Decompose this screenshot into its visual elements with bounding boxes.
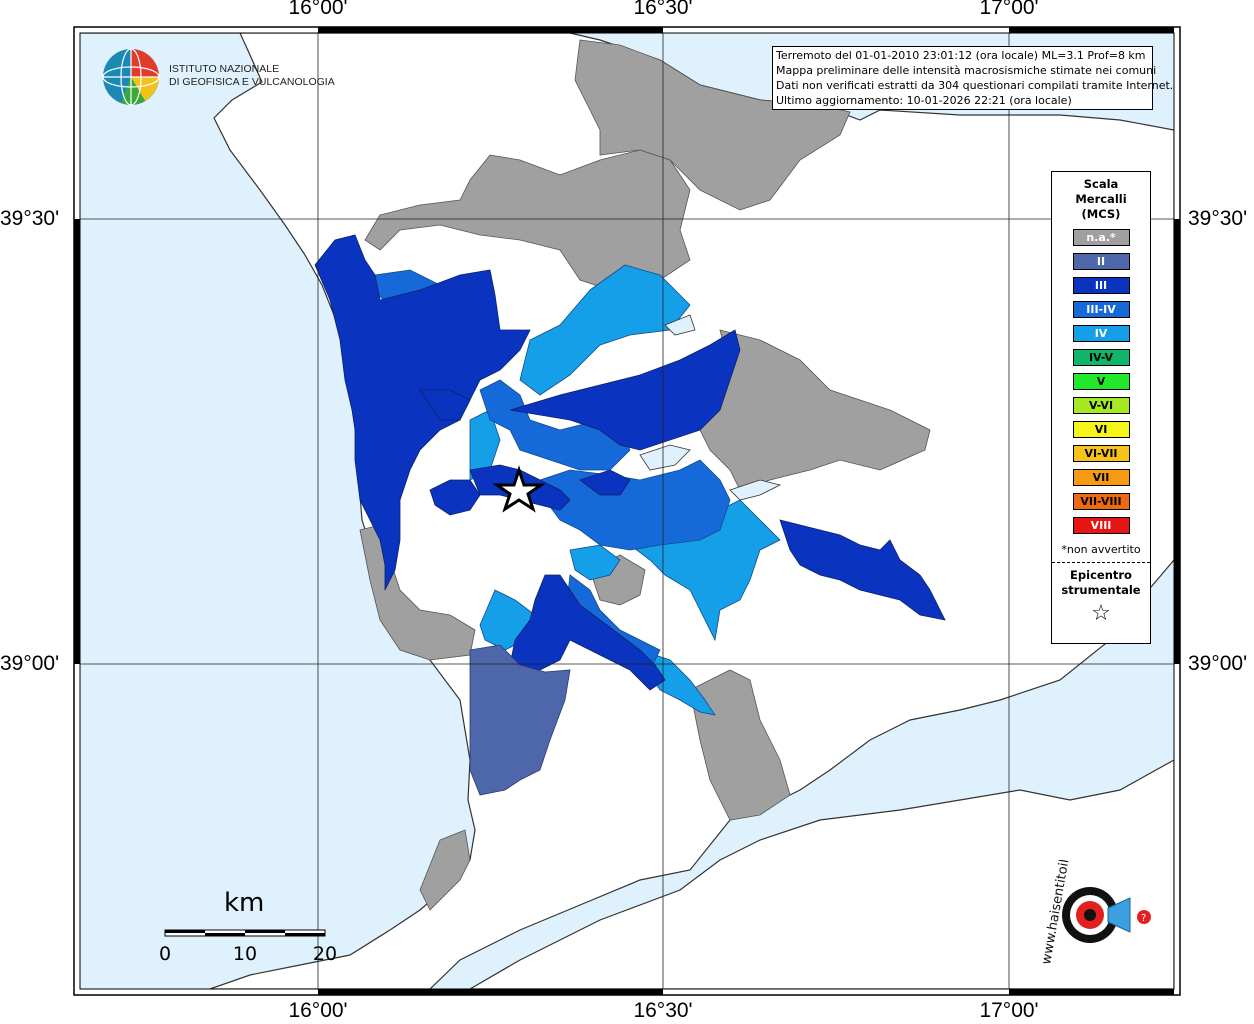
legend-swatch: VII (1072, 469, 1130, 486)
lon-label-bottom-16-00: 16°00' (288, 999, 348, 1022)
legend-title-line1: Scala (1083, 177, 1119, 191)
legend-swatch: VII-VIII (1072, 493, 1130, 510)
legend-swatches: n.a.* II III III-IV IV IV-V V V-VI VI VI-VII VII VI… (1052, 229, 1150, 534)
legend-swatch: VI-VII (1072, 445, 1130, 462)
info-line2: Mappa preliminare delle intensità macros… (776, 64, 1157, 77)
scale-bar: km 0 10 20 (158, 888, 340, 978)
basin-3 (664, 314, 696, 336)
lat-label-left-39-00: 39°00' (0, 652, 60, 675)
info-line3: Dati non verificati estratti da 304 ques… (776, 79, 1174, 92)
haisentito-logo-icon: ? www.haisentitoilterremoto.it (1039, 860, 1151, 966)
mcs-legend: Scala Mercalli (MCS) n.a.* II III III-IV IV I… (1051, 171, 1151, 644)
legend-swatch: n.a.* (1072, 229, 1130, 246)
legend-title-line2: Mercalli (1075, 192, 1127, 206)
legend-swatch: II (1072, 253, 1130, 270)
lat-label-right-39-00: 39°00' (1188, 652, 1248, 675)
lat-label-right-39-30: 39°30' (1188, 207, 1248, 230)
land-south (468, 759, 1174, 989)
legend-epicenter-line1: Epicentro (1070, 568, 1132, 582)
lon-label-top-16-30: 16°30' (633, 0, 693, 19)
scale-label-10: 10 (232, 943, 258, 965)
svg-text:?: ? (1141, 913, 1146, 924)
legend-divider (1052, 562, 1150, 563)
legend-epicenter-label: Epicentro strumentale (1052, 568, 1150, 598)
scale-bar-unit: km (224, 888, 265, 918)
legend-swatch: V-VI (1072, 397, 1130, 414)
lon-label-top-17-00: 17°00' (979, 0, 1039, 19)
graticule (80, 33, 1174, 989)
legend-swatch: VI (1072, 421, 1130, 438)
event-info-box: Terremoto del 01-01-2010 23:01:12 (ora l… (772, 46, 1174, 110)
basin-1 (639, 444, 691, 471)
intensity-II-area (469, 644, 571, 796)
ingv-line1: ISTITUTO NAZIONALE (169, 63, 280, 75)
scale-bar-graphic (164, 929, 326, 937)
legend-swatch: VIII (1072, 517, 1130, 534)
legend-title: Scala Mercalli (MCS) (1052, 177, 1150, 222)
info-line1: Terremoto del 01-01-2010 23:01:12 (ora l… (776, 49, 1146, 62)
ingv-logo-globe-icon (102, 48, 160, 106)
legend-swatch: IV-V (1072, 349, 1130, 366)
basin-2 (729, 479, 782, 501)
legend-swatch: V (1072, 373, 1130, 390)
ingv-logo-text: ISTITUTO NAZIONALE DI GEOFISICA E VULCAN… (169, 63, 335, 89)
ingv-line2: DI GEOFISICA E VULCANOLOGIA (169, 76, 335, 88)
legend-swatch: III (1072, 277, 1130, 294)
frame-top-bars (74, 27, 1180, 995)
epicenter-star (492, 465, 546, 513)
lon-label-bottom-16-30: 16°30' (633, 999, 693, 1022)
legend-not-felt-note: *non avvertito (1061, 543, 1141, 556)
lon-label-bottom-17-00: 17°00' (979, 999, 1039, 1022)
legend-title-line3: (MCS) (1081, 207, 1121, 221)
lon-label-top-16-00: 16°00' (288, 0, 348, 19)
lat-label-left-39-30: 39°30' (0, 207, 60, 230)
legend-swatch: III-IV (1072, 301, 1130, 318)
legend-star-icon: ☆ (1091, 601, 1111, 626)
legend-swatch: IV (1072, 325, 1130, 342)
info-line4: Ultimo aggiornamento: 10-01-2026 22:21 (… (776, 94, 1072, 107)
scale-label-20: 20 (312, 943, 338, 965)
legend-epicenter-line2: strumentale (1061, 583, 1141, 597)
scale-label-0: 0 (158, 943, 172, 965)
